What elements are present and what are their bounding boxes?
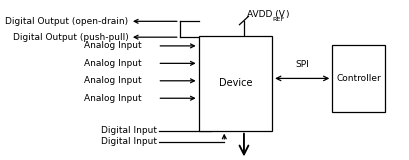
- Text: Controller: Controller: [335, 74, 380, 83]
- Text: REF: REF: [272, 17, 284, 22]
- Text: Digital Input: Digital Input: [101, 137, 157, 146]
- Text: SPI: SPI: [294, 60, 308, 69]
- Text: Analog Input: Analog Input: [84, 94, 142, 103]
- Text: Digital Output (push-pull): Digital Output (push-pull): [13, 33, 128, 42]
- Text: ): ): [285, 10, 289, 19]
- Text: Analog Input: Analog Input: [84, 41, 142, 50]
- Text: AVDD (V: AVDD (V: [247, 10, 285, 19]
- Text: Digital Input: Digital Input: [101, 126, 157, 135]
- Text: Analog Input: Analog Input: [84, 59, 142, 68]
- Text: Device: Device: [218, 78, 252, 88]
- Text: Digital Output (open-drain): Digital Output (open-drain): [5, 17, 128, 26]
- Text: Analog Input: Analog Input: [84, 76, 142, 85]
- Bar: [198, 36, 272, 131]
- Bar: [331, 45, 384, 112]
